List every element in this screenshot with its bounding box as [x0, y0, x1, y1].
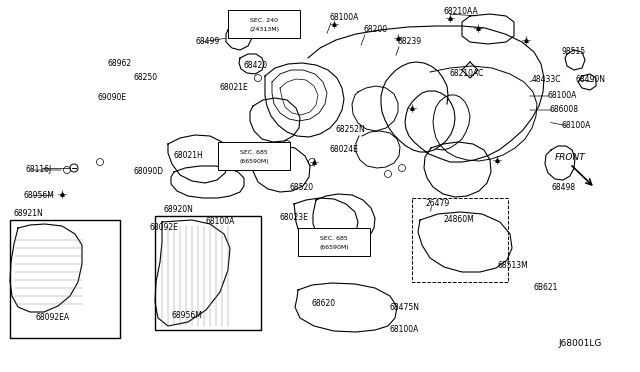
Bar — [218, 142, 290, 170]
Text: (66590M): (66590M) — [239, 160, 269, 164]
Text: 68420: 68420 — [244, 61, 268, 71]
Text: 68956M: 68956M — [172, 311, 203, 321]
Text: 68499: 68499 — [196, 38, 220, 46]
Text: 686008: 686008 — [550, 106, 579, 115]
Text: SEC. 685: SEC. 685 — [320, 235, 348, 241]
Text: 68956M: 68956M — [24, 192, 55, 201]
Text: 68092E: 68092E — [150, 224, 179, 232]
Text: 68021H: 68021H — [174, 151, 204, 160]
Text: 68092EA: 68092EA — [36, 314, 70, 323]
Text: 68620: 68620 — [312, 299, 336, 308]
Text: (24313M): (24313M) — [249, 28, 279, 32]
Text: (66590M): (66590M) — [319, 246, 349, 250]
Text: 68021E: 68021E — [220, 83, 249, 93]
Text: 68962: 68962 — [108, 60, 132, 68]
Text: 6B621: 6B621 — [534, 283, 558, 292]
Text: FRONT: FRONT — [555, 154, 586, 163]
Text: 48433C: 48433C — [532, 76, 561, 84]
Text: 24860M: 24860M — [444, 215, 475, 224]
Text: 68920N: 68920N — [164, 205, 194, 215]
Text: 68100A: 68100A — [548, 92, 577, 100]
Text: 98515: 98515 — [562, 48, 586, 57]
Text: SEC. 685: SEC. 685 — [240, 150, 268, 154]
Text: 26479: 26479 — [426, 199, 451, 208]
Text: 68210AA: 68210AA — [444, 7, 479, 16]
Text: 68100A: 68100A — [390, 326, 419, 334]
Text: 68520: 68520 — [290, 183, 314, 192]
Bar — [10, 220, 120, 338]
Text: 68475N: 68475N — [390, 304, 420, 312]
Bar — [298, 228, 370, 256]
Text: J68001LG: J68001LG — [558, 340, 602, 349]
Text: 68498: 68498 — [552, 183, 576, 192]
Text: 68090D: 68090D — [134, 167, 164, 176]
Text: 68250: 68250 — [134, 74, 158, 83]
Text: 68239: 68239 — [398, 38, 422, 46]
Text: 68100A: 68100A — [562, 122, 591, 131]
Text: SEC. 240: SEC. 240 — [250, 17, 278, 22]
Bar — [412, 198, 508, 282]
Text: 68024E: 68024E — [330, 145, 359, 154]
Bar — [228, 10, 300, 38]
Text: 68023E: 68023E — [280, 214, 309, 222]
Text: 68921N: 68921N — [14, 209, 44, 218]
Bar — [155, 216, 261, 330]
Text: 68100A: 68100A — [330, 13, 360, 22]
Text: 68100A: 68100A — [206, 218, 236, 227]
Text: 68490N: 68490N — [575, 76, 605, 84]
Text: 68200: 68200 — [364, 26, 388, 35]
Text: 68513M: 68513M — [498, 262, 529, 270]
Text: 68210AC: 68210AC — [450, 70, 484, 78]
Text: 68116J: 68116J — [26, 166, 52, 174]
Text: 69090E: 69090E — [98, 93, 127, 103]
Text: 68252N: 68252N — [336, 125, 365, 135]
